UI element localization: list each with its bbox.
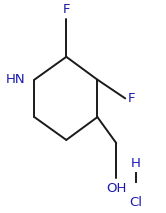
Text: HN: HN [6,73,25,86]
Text: Cl: Cl [129,196,142,209]
Text: F: F [128,92,136,105]
Text: H: H [131,157,141,170]
Text: F: F [63,3,70,16]
Text: OH: OH [106,182,126,195]
